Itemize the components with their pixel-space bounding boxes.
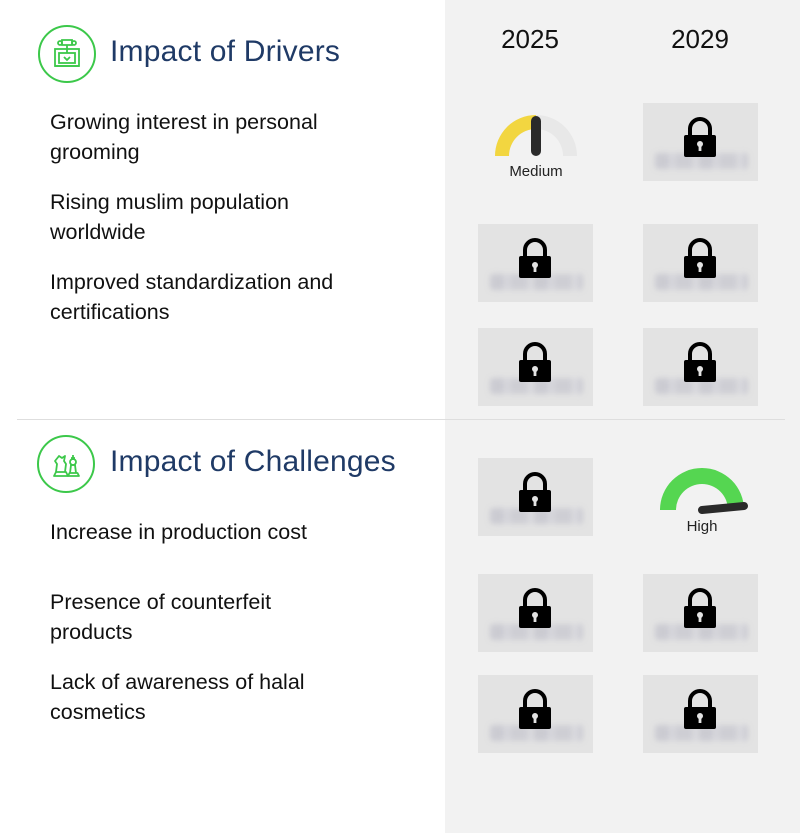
- locked-value[interactable]: [478, 458, 593, 536]
- chess-pieces-icon: [37, 435, 95, 493]
- challenge-item-line1: Presence of counterfeit: [50, 590, 272, 614]
- gauge-label: Medium: [509, 163, 563, 180]
- year-header-2029: 2029: [671, 24, 729, 54]
- challenge-item-line2: products: [50, 620, 133, 644]
- drivers-title: Impact of Drivers: [110, 35, 341, 68]
- section-divider: [17, 419, 785, 420]
- lock-icon: [684, 588, 716, 628]
- driver-item-line1: Growing interest in personal: [50, 110, 318, 134]
- medium-gauge: [493, 114, 579, 163]
- locked-value[interactable]: [643, 103, 758, 181]
- driver-item-line1: Rising muslim population: [50, 190, 289, 214]
- challenge-item-line1: Lack of awareness of halal: [50, 670, 305, 694]
- locked-value[interactable]: [478, 574, 593, 652]
- driver-item-line1: Improved standardization and: [50, 270, 334, 294]
- driver-item: Improved standardization and certificati…: [50, 267, 400, 327]
- challenge-item-line1: Increase in production cost: [50, 520, 307, 544]
- driver-item: Growing interest in personal grooming: [50, 107, 400, 167]
- locked-value[interactable]: [478, 675, 593, 753]
- lock-icon: [684, 117, 716, 157]
- drivers-icon: [38, 25, 96, 83]
- driver-item-line2: certifications: [50, 300, 170, 324]
- locked-value[interactable]: [643, 328, 758, 406]
- locked-value[interactable]: [478, 224, 593, 302]
- lock-icon: [684, 689, 716, 729]
- driver-item-line2: worldwide: [50, 220, 146, 244]
- lock-icon: [684, 238, 716, 278]
- challenge-item-line2: cosmetics: [50, 700, 146, 724]
- driver-item: Rising muslim population worldwide: [50, 187, 400, 247]
- year-header-2025: 2025: [501, 24, 559, 54]
- lock-icon: [519, 689, 551, 729]
- challenge-item: Presence of counterfeit products: [50, 587, 400, 647]
- locked-value[interactable]: [643, 224, 758, 302]
- lock-icon: [519, 588, 551, 628]
- challenge-item: Lack of awareness of halal cosmetics: [50, 667, 400, 727]
- locked-value[interactable]: [643, 675, 758, 753]
- driver-item-line2: grooming: [50, 140, 140, 164]
- lock-icon: [519, 342, 551, 382]
- challenge-item: Increase in production cost: [50, 517, 400, 547]
- lock-icon: [519, 472, 551, 512]
- locked-value[interactable]: [643, 574, 758, 652]
- locked-value[interactable]: [478, 328, 593, 406]
- gauge-label: High: [686, 518, 718, 535]
- lock-icon: [519, 238, 551, 278]
- lock-icon: [684, 342, 716, 382]
- challenges-title: Impact of Challenges: [110, 445, 396, 478]
- high-gauge: [658, 466, 748, 519]
